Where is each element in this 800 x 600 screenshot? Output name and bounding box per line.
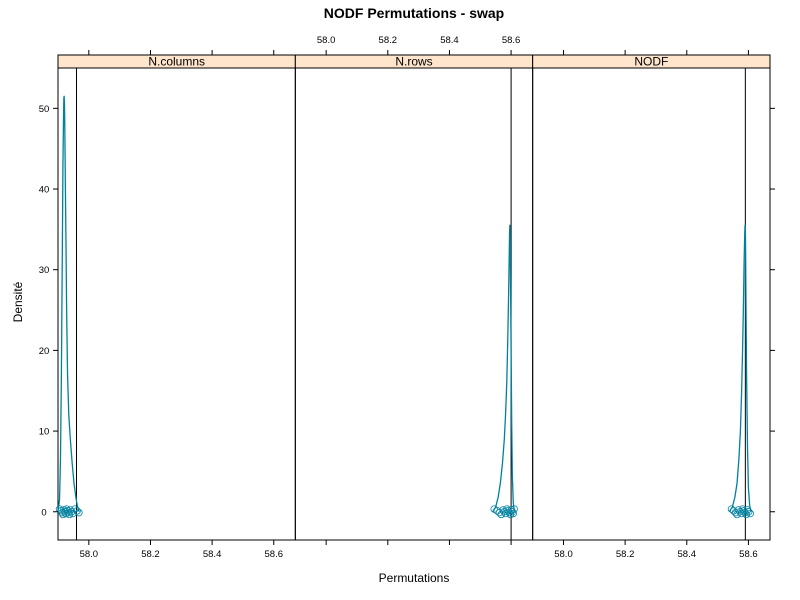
x-tick-label-top: 58.0 — [317, 35, 336, 46]
density-line — [492, 224, 515, 513]
y-tick-label: 30 — [39, 265, 50, 276]
panel-0: N.columns 58.0 58.2 58.4 58.6 — [55, 50, 296, 560]
x-tick-label: 58.2 — [616, 549, 635, 560]
chart-title: NODF Permutations - swap — [324, 5, 504, 21]
strip-label: N.columns — [148, 55, 205, 69]
x-tick-label-top: 58.4 — [440, 35, 459, 46]
panel-frame — [294, 67, 534, 541]
panel-frame — [57, 67, 296, 541]
y-axis-label: Densité — [11, 281, 25, 322]
x-tick-label-top: 58.2 — [379, 35, 398, 46]
rug-point — [746, 509, 754, 518]
rug-point — [742, 510, 750, 519]
x-tick-label: 58.6 — [265, 549, 284, 560]
panel-frame — [532, 67, 771, 541]
x-tick-label: 58.2 — [141, 549, 160, 560]
rug-point — [65, 510, 74, 519]
rug-point — [510, 505, 518, 513]
x-tick-label: 58.0 — [554, 549, 573, 560]
x-axis-label: Permutations — [379, 571, 450, 585]
x-tick-label: 58.0 — [80, 549, 99, 560]
y-tick-label: 40 — [39, 185, 50, 196]
rug-point — [509, 509, 517, 518]
rug-point — [745, 508, 753, 516]
panels-group: N.columns 58.0 58.2 58.4 58.6 N.rows 58.0 58.2 5… — [39, 35, 775, 560]
y-tick-label: 20 — [39, 346, 50, 357]
x-tick-label: 58.4 — [203, 549, 222, 560]
rug-point — [73, 507, 81, 515]
y-tick-label: 0 — [41, 507, 46, 518]
rug-point — [736, 508, 744, 516]
panel-1: N.rows 58.0 58.2 58.4 58.6 — [294, 35, 534, 545]
density-line — [728, 224, 752, 513]
rug-point — [505, 508, 513, 517]
x-tick-label: 58.4 — [678, 549, 697, 560]
strip-label: N.rows — [395, 55, 432, 69]
x-tick-label: 58.6 — [739, 549, 758, 560]
y-tick-label: 10 — [39, 427, 50, 438]
rug-point — [500, 508, 509, 516]
rug-point — [75, 508, 83, 517]
panel-2: NODF 58.0 58.2 58.4 58.6 — [532, 50, 771, 560]
rug-point — [737, 509, 746, 518]
rug-point — [501, 509, 510, 518]
strip-label: NODF — [634, 55, 668, 69]
rug-point — [741, 508, 749, 517]
x-tick-label-top: 58.6 — [502, 35, 521, 46]
density-line — [57, 95, 80, 512]
y-tick-label: 50 — [39, 104, 50, 115]
